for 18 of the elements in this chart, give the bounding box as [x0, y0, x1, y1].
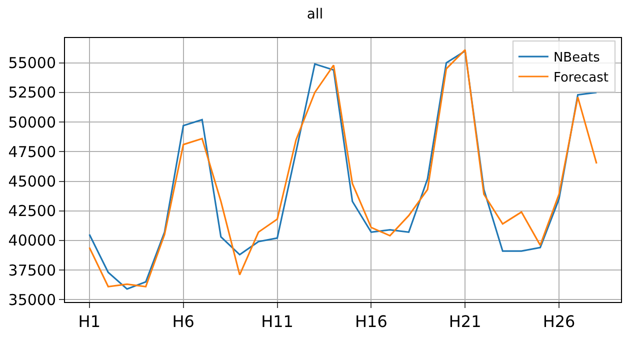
y-tick-label: 35000	[8, 290, 56, 309]
y-tick-label: 52500	[8, 84, 56, 102]
x-tick-label: H16	[354, 312, 388, 332]
x-tick-label: H6	[172, 312, 194, 332]
y-tick-label: 50000	[8, 113, 56, 132]
x-tick-label: H11	[261, 312, 294, 332]
y-tick-label: 37500	[8, 261, 56, 280]
legend-label: NBeats	[553, 50, 600, 66]
legend-label: Forecast	[553, 70, 608, 86]
chart-title: all	[306, 6, 324, 22]
y-tick-label: 40000	[8, 232, 56, 250]
y-tick-label: 45000	[8, 172, 56, 190]
y-tick-label: 55000	[8, 54, 56, 72]
x-tick-label: H1	[78, 312, 101, 332]
y-tick-label: 42500	[8, 202, 56, 220]
x-tick-label: H21	[448, 312, 482, 332]
x-tick-label: H26	[542, 312, 576, 332]
y-tick-label: 47500	[8, 142, 56, 161]
